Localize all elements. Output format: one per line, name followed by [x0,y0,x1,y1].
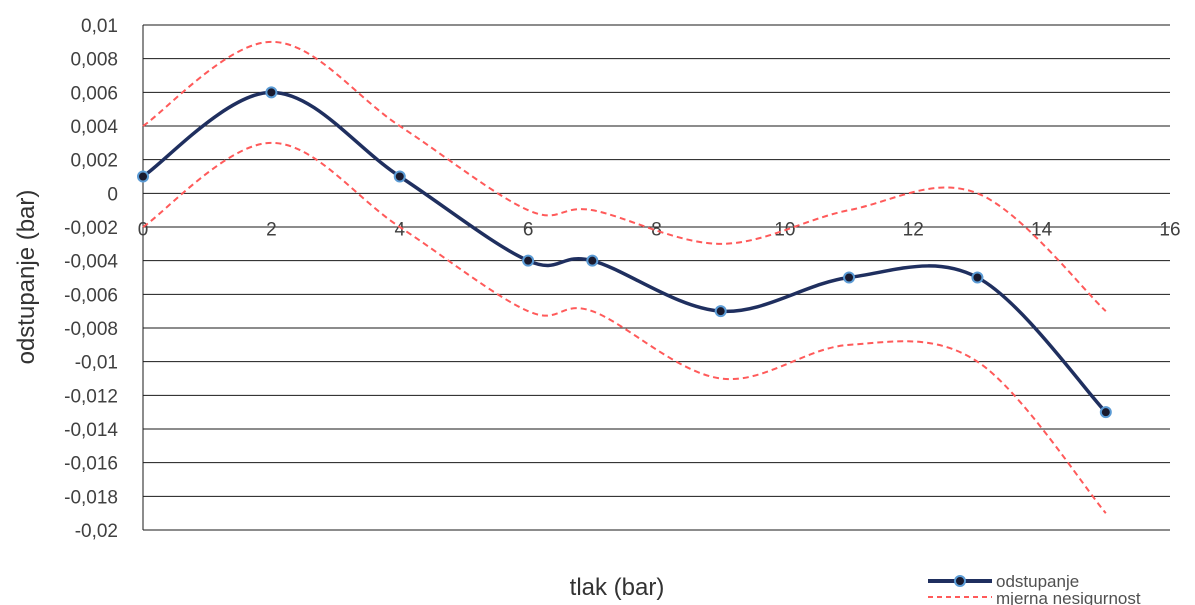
x-tick-label: 6 [523,219,534,240]
data-point [714,305,727,318]
legend: odstupanje mjerna nesigurnost [928,572,1141,605]
y-tick-label: 0 [107,184,118,205]
data-point [522,254,535,267]
y-tick-label: -0,014 [64,420,118,441]
marker-group [137,86,1112,419]
y-tick-label: -0,012 [64,386,118,407]
y-tick-label: -0,02 [75,521,118,542]
y-tick-label: 0,01 [81,16,118,37]
series-line-mjerna-nesigurnost-lower [142,141,1107,514]
data-point [1099,406,1112,419]
y-tick-label: 0,006 [70,83,118,104]
x-tick-label: 2 [266,219,277,240]
data-point [393,170,406,183]
series-line-mjerna-nesigurnost [142,40,1107,312]
data-point [971,271,984,284]
legend-label-odstupanje: odstupanje [996,572,1079,591]
series-line-odstupanje [142,90,1108,414]
y-tick-label: -0,002 [64,218,118,239]
y-tick-label: -0,018 [64,487,118,508]
x-tick-label: 14 [1031,219,1053,240]
x-axis-title: tlak (bar) [570,574,665,601]
y-tick-label: 0,002 [70,151,118,172]
y-axis-title: odstupanje (bar) [13,190,40,365]
data-point [586,254,599,267]
x-tick-label: 4 [394,219,405,240]
y-tick-label: -0,006 [64,285,118,306]
y-tick-label: -0,008 [64,319,118,340]
y-tick-label: 0,004 [70,117,118,138]
y-tick-labels: 0,01 0,008 0,006 0,004 0,002 0 -0,002 -0,004 -0,… [64,16,118,542]
legend-marker-odstupanje [954,575,966,587]
series-group [142,40,1108,514]
y-tick-label: 0,008 [70,50,118,71]
x-tick-label: 12 [903,219,924,240]
y-tick-label: -0,004 [64,252,118,273]
x-tick-label: 8 [651,219,662,240]
x-tick-labels: 0 2 4 6 8 10 12 14 16 [138,219,1181,240]
data-point [265,86,278,99]
x-tick-label: 0 [138,219,149,240]
y-tick-label: -0,01 [75,353,118,374]
y-tick-label: -0,016 [64,454,118,475]
data-point [137,170,149,183]
x-tick-label: 16 [1159,219,1180,240]
gridlines [142,24,1170,531]
data-point [843,271,856,284]
legend-label-mjerna-nesigurnost: mjerna nesigurnost [996,589,1141,605]
